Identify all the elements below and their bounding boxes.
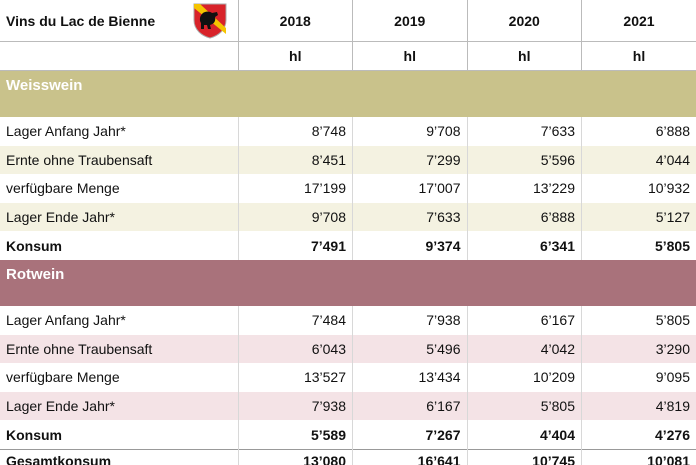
row-label: Konsum — [6, 237, 62, 254]
value-cell: 7’484 — [237, 305, 353, 335]
value-cell: 7’938 — [352, 305, 467, 335]
empty-cell — [0, 41, 238, 71]
data-row: verfügbare Menge 13’527 13’434 10’209 9’095 — [0, 363, 696, 392]
value-cell: 13’527 — [237, 363, 353, 392]
year-header: 2018 — [237, 0, 353, 42]
value-cell: 7’299 — [352, 145, 467, 175]
value-cell: 6’888 — [466, 202, 582, 232]
row-label: Konsum — [6, 426, 62, 443]
value-cell: 5’496 — [352, 334, 467, 364]
value-cell: 6’341 — [466, 231, 582, 260]
value-cell: 5’589 — [237, 420, 353, 450]
table-title: Vins du Lac de Bienne — [0, 0, 238, 42]
value-cell: 8’451 — [237, 145, 353, 175]
value-cell: 6’167 — [352, 391, 467, 421]
row-label: verfügbare Menge — [6, 369, 120, 386]
value-cell: 5’805 — [466, 391, 582, 421]
data-row: Konsum 5’589 7’267 4’404 4’276 — [0, 420, 696, 450]
data-row: Konsum 7’491 9’374 6’341 5’805 — [0, 231, 696, 260]
value-cell: 6’888 — [581, 117, 696, 146]
section-title: Weisswein — [0, 70, 696, 117]
value-cell: 4’819 — [581, 391, 696, 421]
value-cell: 6’043 — [237, 334, 353, 364]
value-cell: 17’199 — [237, 174, 353, 203]
value-cell: 7’267 — [352, 420, 467, 450]
data-row: Ernte ohne Traubensaft 6’043 5’496 4’042 3’2… — [0, 334, 696, 364]
row-label: Ernte ohne Traubensaft — [0, 145, 238, 175]
header-row: Vins du Lac de Bienne 2018 2019 2020 2021 — [0, 0, 696, 42]
section-body: Lager Anfang Jahr* 7’484 7’938 6’167 5’805 Er… — [0, 305, 696, 450]
row-label: Lager Anfang Jahr* — [6, 123, 126, 140]
year-header: 2020 — [466, 0, 582, 42]
section-body: Lager Anfang Jahr* 8’748 9’708 7’633 6’888 Er… — [0, 117, 696, 260]
value-cell: 7’633 — [466, 117, 582, 146]
row-label: Ernte ohne Traubensaft — [0, 334, 238, 364]
section: Weisswein — [0, 70, 696, 117]
row-label: Lager Anfang Jahr* — [6, 312, 126, 329]
data-row: Lager Ende Jahr* 7’938 6’167 5’805 4’819 — [0, 391, 696, 421]
unit-row: hl hl hl hl — [0, 41, 696, 71]
unit-header: hl — [237, 41, 353, 71]
value-cell: 9’708 — [237, 202, 353, 232]
section-title: Rotwein — [0, 259, 696, 306]
section: Rotwein — [0, 259, 696, 306]
total-row: Gesamtkonsum 13’080 16’641 10’745 10’081 — [0, 448, 696, 465]
value-cell: 13’434 — [352, 363, 467, 392]
year-header: 2019 — [352, 0, 467, 42]
value-cell: 5’127 — [581, 202, 696, 232]
value-cell: 9’708 — [352, 117, 467, 146]
value-cell: 9’374 — [352, 231, 467, 260]
value-cell: 10’932 — [581, 174, 696, 203]
data-row: Lager Anfang Jahr* 7’484 7’938 6’167 5’805 — [0, 305, 696, 335]
value-cell: 6’167 — [466, 305, 582, 335]
data-row: Ernte ohne Traubensaft 8’451 7’299 5’596 4’0… — [0, 145, 696, 175]
value-cell: 7’491 — [237, 231, 353, 260]
row-label: Gesamtkonsum — [0, 448, 238, 465]
unit-header: hl — [581, 41, 696, 71]
row-label: verfügbare Menge — [6, 180, 120, 197]
value-cell: 10’745 — [466, 448, 582, 465]
value-cell: 13’080 — [237, 448, 353, 465]
value-cell: 13’229 — [466, 174, 582, 203]
value-cell: 7’633 — [352, 202, 467, 232]
row-label: Lager Ende Jahr* — [0, 202, 238, 232]
coat-of-arms — [193, 3, 226, 39]
year-header: 2021 — [581, 0, 696, 42]
unit-header: hl — [466, 41, 582, 71]
data-row: Lager Anfang Jahr* 8’748 9’708 7’633 6’888 — [0, 117, 696, 146]
value-cell: 7’938 — [237, 391, 353, 421]
row-label: Lager Ende Jahr* — [0, 391, 238, 421]
data-row: verfügbare Menge 17’199 17’007 13’229 10’932 — [0, 174, 696, 203]
value-cell: 4’042 — [466, 334, 582, 364]
data-row: Lager Ende Jahr* 9’708 7’633 6’888 5’127 — [0, 202, 696, 232]
value-cell: 4’044 — [581, 145, 696, 175]
value-cell: 5’805 — [581, 231, 696, 260]
value-cell: 16’641 — [352, 448, 467, 465]
value-cell: 10’209 — [466, 363, 582, 392]
value-cell: 5’805 — [581, 305, 696, 335]
value-cell: 17’007 — [352, 174, 467, 203]
value-cell: 8’748 — [237, 117, 353, 146]
value-cell: 4’404 — [466, 420, 582, 450]
total-body: Gesamtkonsum 13’080 16’641 10’745 10’081 — [0, 448, 696, 465]
section-header: Rotwein — [0, 259, 696, 306]
section-header: Weisswein — [0, 70, 696, 117]
value-cell: 3’290 — [581, 334, 696, 364]
value-cell: 10’081 — [581, 448, 696, 465]
value-cell: 4’276 — [581, 420, 696, 450]
unit-header: hl — [352, 41, 467, 71]
value-cell: 9’095 — [581, 363, 696, 392]
value-cell: 5’596 — [466, 145, 582, 175]
